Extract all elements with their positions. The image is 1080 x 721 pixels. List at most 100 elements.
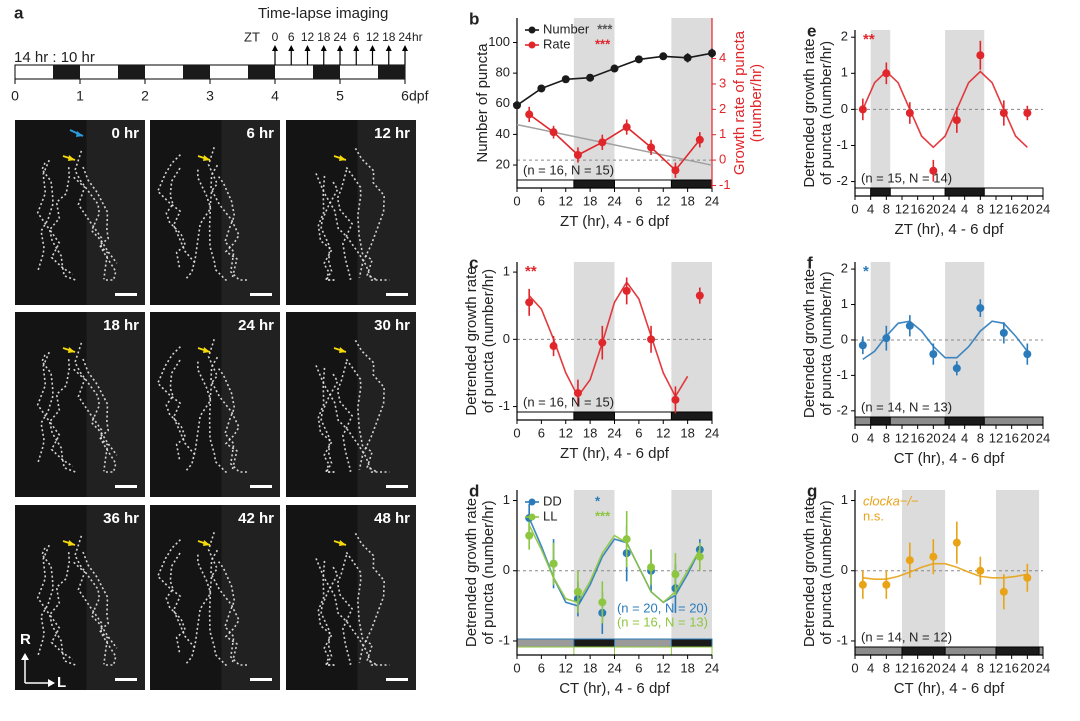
neuron-branch bbox=[36, 547, 54, 658]
x-tick-label: 18 bbox=[680, 193, 694, 208]
tissue-glow bbox=[86, 505, 145, 690]
data-point bbox=[695, 552, 704, 561]
scale-bar bbox=[115, 293, 137, 296]
x-tick-label: 12 bbox=[656, 660, 670, 675]
legend-marker bbox=[528, 26, 536, 34]
x-tick-label: 18 bbox=[680, 660, 694, 675]
neuron-branch bbox=[156, 346, 196, 456]
x-tick-label: 24 bbox=[942, 430, 956, 445]
x-tick-label: 8 bbox=[883, 430, 890, 445]
legend-marker bbox=[528, 41, 536, 49]
data-point bbox=[708, 49, 716, 58]
neuron-branch bbox=[217, 176, 250, 281]
arrow-head bbox=[288, 45, 295, 51]
x-tick-label: 6 bbox=[635, 660, 642, 675]
x-tick-label: 18 bbox=[583, 660, 597, 675]
x-tick-label: 12 bbox=[989, 201, 1003, 216]
dark-phase bbox=[901, 646, 946, 656]
panel-label: g bbox=[807, 481, 817, 500]
y-axis-title: of puncta (number/hr) bbox=[480, 269, 497, 413]
data-point bbox=[525, 531, 534, 540]
significance: *** bbox=[597, 21, 613, 36]
scale-bar bbox=[386, 678, 408, 681]
x-axis-title: CT (hr), 4 - 6 dpf bbox=[559, 680, 670, 697]
x-tick-label: 6 bbox=[538, 193, 545, 208]
data-point bbox=[929, 552, 938, 561]
trend-line bbox=[516, 123, 713, 166]
y-tick-label: 1 bbox=[841, 296, 848, 311]
dark-phase bbox=[670, 411, 713, 421]
neuron-branch bbox=[217, 561, 250, 666]
x-tick-label: 12 bbox=[895, 430, 909, 445]
x-tick-label: 8 bbox=[883, 201, 890, 216]
y2-tick-label: 4 bbox=[719, 50, 726, 65]
x-tick-label: 6 bbox=[635, 193, 642, 208]
data-point bbox=[586, 73, 595, 82]
y-axis-title: Detrended growth rate bbox=[801, 498, 818, 647]
significance: *** bbox=[595, 36, 611, 51]
data-point bbox=[659, 52, 668, 61]
tissue-glow bbox=[221, 312, 280, 497]
x-tick-label: 0 bbox=[851, 430, 858, 445]
x-tick-label: 16 bbox=[910, 430, 924, 445]
neuron-branch bbox=[336, 554, 354, 666]
night-block bbox=[183, 65, 210, 79]
neuron-branch bbox=[74, 342, 118, 456]
x-tick-label: 16 bbox=[910, 201, 924, 216]
dark-phase bbox=[870, 187, 891, 197]
x-tick-label: 4 bbox=[961, 201, 968, 216]
data-point bbox=[999, 587, 1008, 596]
neuron-branch bbox=[73, 176, 117, 281]
tissue-glow bbox=[357, 120, 416, 305]
y-axis-title: of puncta (number/hr) bbox=[480, 500, 497, 644]
x-tick-label: 6 bbox=[538, 425, 545, 440]
y2-tick-label: 0 bbox=[719, 152, 726, 167]
orientation-r: R bbox=[20, 631, 31, 648]
data-point bbox=[573, 389, 582, 398]
neuron-branch bbox=[82, 166, 110, 280]
legend-label: DD bbox=[543, 493, 562, 508]
frame-time: 36 hr bbox=[103, 510, 139, 527]
legend-label: Rate bbox=[543, 36, 570, 51]
frame-time: 24 hr bbox=[238, 317, 274, 334]
y-tick-label: 80 bbox=[496, 65, 510, 80]
tissue-glow bbox=[221, 505, 280, 690]
arrow-head bbox=[203, 155, 210, 161]
y-tick-label: -2 bbox=[836, 173, 848, 188]
neuron-branch bbox=[74, 535, 118, 649]
neuron-branch bbox=[184, 146, 219, 281]
arrow-head bbox=[320, 45, 327, 51]
frame-time: 6 hr bbox=[246, 125, 274, 142]
x-tick-label: 24 bbox=[705, 660, 719, 675]
data-point bbox=[622, 286, 631, 295]
neuron-branch bbox=[36, 162, 54, 273]
frame-time: 18 hr bbox=[103, 317, 139, 334]
y-axis-title: of puncta (number/hr) bbox=[818, 41, 835, 185]
day-tick-label: 5 bbox=[336, 88, 344, 104]
arrow-head bbox=[68, 155, 75, 161]
data-point bbox=[647, 335, 656, 344]
data-point bbox=[999, 328, 1008, 337]
x-tick-label: 24 bbox=[1036, 201, 1050, 216]
neuron-branch bbox=[82, 358, 110, 472]
neuron-branch bbox=[217, 368, 250, 473]
y-tick-label: 0 bbox=[841, 331, 848, 346]
x-tick-label: 20 bbox=[926, 201, 940, 216]
zt-tick-label: 12 bbox=[301, 30, 315, 44]
frame-time: 12 hr bbox=[374, 125, 410, 142]
neuron-branch bbox=[320, 566, 339, 666]
arrow-head bbox=[339, 540, 346, 546]
sample-size: (n = 14, N = 12) bbox=[861, 629, 952, 644]
neuron-branch bbox=[165, 167, 187, 270]
image-tile: 42 hr bbox=[150, 505, 280, 690]
night-shading bbox=[671, 262, 712, 420]
night-block bbox=[378, 65, 405, 79]
orientation-l: L bbox=[57, 674, 66, 691]
data-point bbox=[976, 566, 985, 575]
tissue-glow bbox=[221, 120, 280, 305]
x-axis-title: CT (hr), 4 - 6 dpf bbox=[894, 450, 1005, 467]
x-tick-label: 16 bbox=[1004, 660, 1018, 675]
image-tile: 18 hr bbox=[15, 312, 145, 497]
